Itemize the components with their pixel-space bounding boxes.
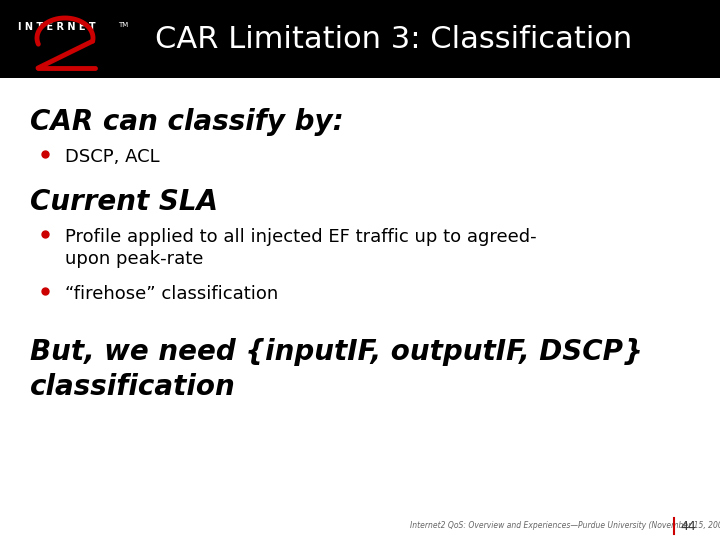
Text: Current SLA: Current SLA [30, 188, 218, 216]
Text: Profile applied to all injected EF traffic up to agreed-
upon peak-rate: Profile applied to all injected EF traff… [65, 228, 536, 268]
Bar [0, 0, 720, 78]
Text: TM: TM [118, 22, 128, 28]
Text: But, we need {inputIF, outputIF, DSCP}
classification: But, we need {inputIF, outputIF, DSCP} c… [30, 338, 643, 401]
Text: CAR Limitation 3: Classification: CAR Limitation 3: Classification [155, 24, 632, 53]
Text: CAR can classify by:: CAR can classify by: [30, 108, 343, 136]
Text: Internet2 QoS: Overview and Experiences—Purdue University (November 15, 2000): Internet2 QoS: Overview and Experiences—… [410, 522, 720, 530]
Text: 44: 44 [680, 519, 696, 532]
Text: “firehose” classification: “firehose” classification [65, 285, 278, 303]
Text: DSCP, ACL: DSCP, ACL [65, 148, 160, 166]
Text: I N T E R N E T: I N T E R N E T [18, 22, 96, 32]
